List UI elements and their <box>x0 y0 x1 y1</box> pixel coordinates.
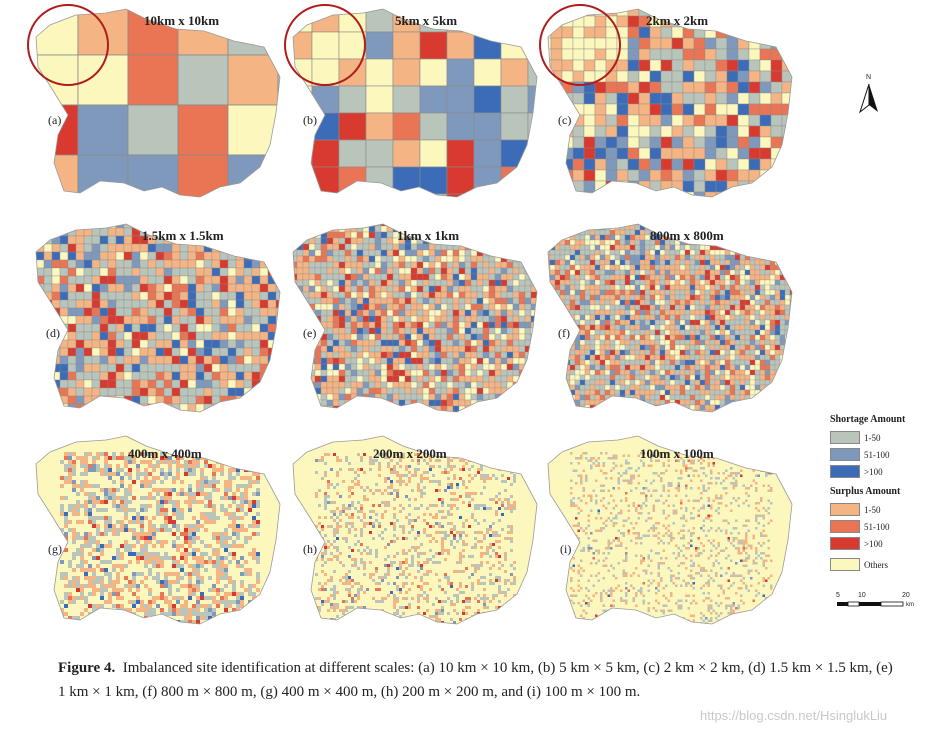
map-cells <box>548 224 792 412</box>
map-cells <box>293 9 537 197</box>
map-cells <box>36 224 280 412</box>
map-panel-d: 1.5km x 1.5km (d) <box>28 220 288 420</box>
legend-item: 51-100 <box>830 446 930 463</box>
scale-bar: 5 10 20 km <box>836 592 916 612</box>
legend-swatch <box>830 431 860 444</box>
scale-tick: 5 <box>836 592 840 599</box>
map-cells <box>36 436 280 624</box>
legend-label: 1-50 <box>864 432 881 443</box>
map-cells <box>548 436 792 624</box>
scale-unit: km <box>906 602 914 608</box>
map-panel-f: 800m x 800m (f) <box>540 220 800 420</box>
legend-surplus-title: Surplus Amount <box>830 486 901 497</box>
map-cells <box>293 436 537 624</box>
map-g <box>35 435 281 625</box>
scale-tick: 10 <box>858 592 866 599</box>
scale-tick: 20 <box>902 592 910 599</box>
map-f <box>547 223 793 413</box>
legend-label: Others <box>864 559 888 570</box>
watermark: https://blog.csdn.net/HsinglukLiu <box>700 708 888 723</box>
panel-label-c: (c) <box>558 113 572 127</box>
legend-label: 1-50 <box>864 504 881 515</box>
legend-label: 51-100 <box>864 521 890 532</box>
north-arrow: N <box>858 74 880 116</box>
map-panel-h: 200m x 200m (h) <box>285 432 545 632</box>
legend-swatch <box>830 520 860 533</box>
map-boundary <box>35 223 281 413</box>
map-boundary <box>35 435 281 625</box>
map-boundary <box>547 8 793 198</box>
caption-lead: Figure 4. <box>58 660 116 676</box>
legend-item: 1-50 <box>830 429 930 446</box>
map-panel-e: 1km x 1km (e) <box>285 220 545 420</box>
map-boundary <box>292 8 538 198</box>
map-c <box>539 4 793 198</box>
map-b <box>284 4 538 198</box>
map-boundary <box>547 435 793 625</box>
panel-title-e: 1km x 1km <box>397 228 460 243</box>
legend-label: 51-100 <box>864 449 890 460</box>
legend-item: 1-50 <box>830 501 930 518</box>
map-cells <box>36 9 280 197</box>
map-boundary <box>292 435 538 625</box>
legend-swatch <box>830 448 860 461</box>
panel-title-i: 100m x 100m <box>640 446 714 461</box>
map-panel-i: 100m x 100m (i) <box>540 432 800 632</box>
highlight-circle <box>27 4 109 86</box>
panel-title-g: 400m x 400m <box>128 446 202 461</box>
panel-label-a: (a) <box>48 113 62 127</box>
highlight-circle <box>284 4 366 86</box>
legend-label: >100 <box>864 538 883 549</box>
panel-title-h: 200m x 200m <box>373 446 447 461</box>
map-cells <box>293 224 537 412</box>
panel-label-g: (g) <box>48 542 62 556</box>
map-boundary <box>292 223 538 413</box>
legend-item: Others <box>830 556 930 573</box>
legend-swatch <box>830 558 860 571</box>
figure-caption: Figure 4. Imbalanced site identification… <box>58 656 898 704</box>
north-arrow-icon <box>859 83 878 114</box>
panel-title-f: 800m x 800m <box>650 228 724 243</box>
map-panel-a: 10km x 10km (a) <box>27 4 288 205</box>
legend-swatch <box>830 503 860 516</box>
map-e <box>292 223 538 413</box>
panel-label-h: (h) <box>303 542 317 556</box>
legend-item: >100 <box>830 463 930 480</box>
map-boundary <box>547 223 793 413</box>
caption-text: Imbalanced site identification at differ… <box>58 660 893 700</box>
panel-title-b: 5km x 5km <box>395 13 458 28</box>
map-i <box>547 435 793 625</box>
panel-label-d: (d) <box>46 326 60 340</box>
map-panel-g: 400m x 400m (g) <box>28 432 288 632</box>
legend: Shortage Amount 1-50 51-100 >100 Surplus… <box>830 410 930 573</box>
scale-bar-graphic <box>837 601 904 607</box>
panel-label-b: (b) <box>303 113 317 127</box>
legend-item: >100 <box>830 535 930 552</box>
legend-shortage-title: Shortage Amount <box>830 414 906 425</box>
panel-label-f: (f) <box>558 326 570 340</box>
map-cells <box>548 9 792 197</box>
map-h <box>292 435 538 625</box>
panel-title-c: 2km x 2km <box>646 13 709 28</box>
panel-label-e: (e) <box>303 326 317 340</box>
panel-title-a: 10km x 10km <box>144 13 220 28</box>
map-panel-c: 2km x 2km (c) <box>539 4 800 205</box>
panel-label-i: (i) <box>560 542 572 556</box>
map-d <box>35 223 281 413</box>
legend-item: 51-100 <box>830 518 930 535</box>
map-panel-b: 5km x 5km (b) <box>284 4 545 205</box>
highlight-circle <box>539 4 621 86</box>
legend-swatch <box>830 465 860 478</box>
map-boundary <box>35 8 281 198</box>
map-a <box>27 4 281 198</box>
legend-label: >100 <box>864 466 883 477</box>
legend-swatch <box>830 537 860 550</box>
north-label: N <box>866 74 872 81</box>
panel-title-d: 1.5km x 1.5km <box>142 228 224 243</box>
